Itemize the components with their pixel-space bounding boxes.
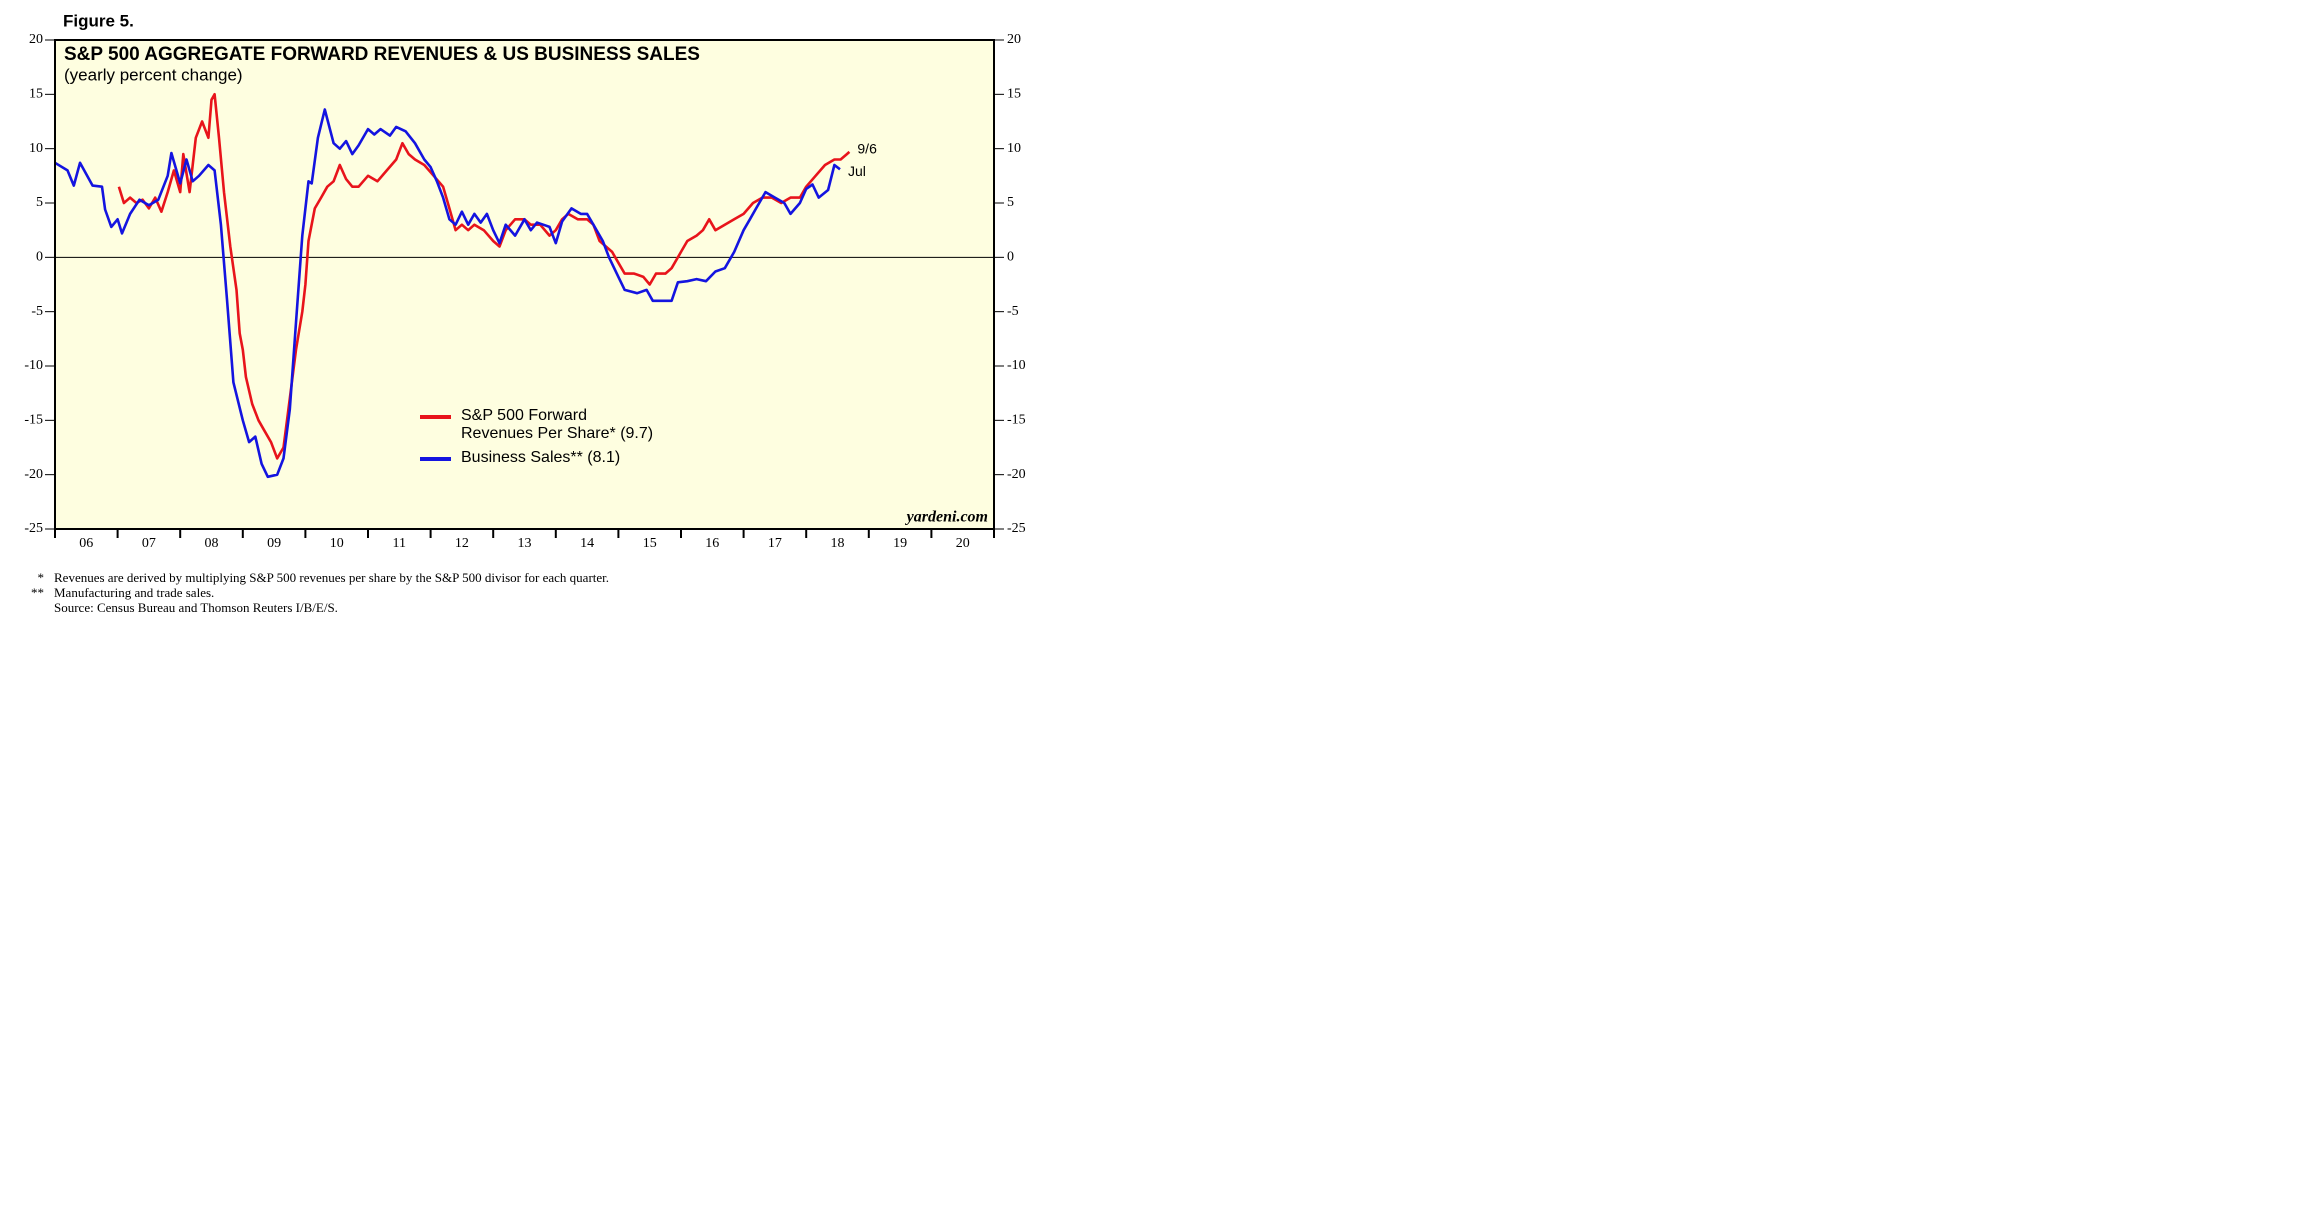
- y-tick-label: -20: [24, 467, 43, 482]
- footnote-text: Manufacturing and trade sales.: [54, 585, 214, 600]
- legend-label: Business Sales** (8.1): [461, 449, 621, 466]
- y-tick-label: 20: [29, 32, 43, 47]
- x-tick-label: 12: [455, 536, 469, 551]
- x-tick-label: 14: [580, 536, 594, 551]
- x-tick-label: 20: [956, 536, 970, 551]
- series-line: [54, 108, 841, 479]
- x-tick-label: 08: [205, 536, 219, 551]
- y-tick-label: -5: [31, 304, 43, 319]
- y-tick-label: -10: [24, 358, 43, 373]
- chart-title: S&P 500 AGGREGATE FORWARD REVENUES & US …: [64, 44, 700, 65]
- plot-frame: [54, 39, 995, 530]
- x-tick-label: 06: [79, 536, 93, 551]
- y2-tick-label: 5: [1007, 195, 1014, 210]
- x-tick-label: 07: [142, 536, 156, 551]
- y-tick-label: -15: [24, 413, 43, 428]
- y2-tick-label: 20: [1007, 32, 1021, 47]
- x-tick-label: 18: [831, 536, 845, 551]
- footnote-text: Revenues are derived by multiplying S&P …: [54, 570, 609, 585]
- y-tick-label: 15: [29, 87, 43, 102]
- y2-tick-label: -15: [1007, 413, 1026, 428]
- x-tick-label: 09: [267, 536, 281, 551]
- y-tick-label: 0: [36, 250, 43, 265]
- chart-subtitle: (yearly percent change): [64, 65, 243, 84]
- y-tick-label: 10: [29, 141, 43, 156]
- x-tick-label: 16: [705, 536, 719, 551]
- y2-tick-label: -20: [1007, 467, 1026, 482]
- legend-item: S&P 500 Forward Revenues Per Share* (9.7…: [461, 407, 654, 442]
- footnote-text: Source: Census Bureau and Thomson Reuter…: [54, 600, 338, 615]
- end-label: Jul: [848, 163, 866, 179]
- source-credit: yardeni.com: [905, 509, 988, 526]
- x-tick-label: 19: [893, 536, 907, 551]
- figure-label: Figure 5.: [63, 11, 134, 30]
- x-tick-label: 13: [518, 536, 532, 551]
- legend-label: S&P 500 Forward Revenues Per Share* (9.7…: [461, 407, 654, 442]
- plot-background: [55, 40, 994, 529]
- end-label: 9/6: [857, 141, 877, 157]
- x-tick-label: 10: [330, 536, 344, 551]
- legend-item: Business Sales** (8.1): [461, 449, 621, 466]
- y-tick-label: -25: [24, 521, 43, 536]
- y2-tick-label: 15: [1007, 87, 1021, 102]
- y2-tick-label: 10: [1007, 141, 1021, 156]
- y2-tick-label: -5: [1007, 304, 1019, 319]
- x-tick-label: 11: [393, 536, 406, 551]
- x-tick-label: 17: [768, 536, 782, 551]
- y-tick-label: 5: [36, 195, 43, 210]
- y2-tick-label: -10: [1007, 358, 1026, 373]
- x-tick-label: 15: [643, 536, 657, 551]
- series-line: [117, 93, 851, 460]
- footnote-mark: **: [31, 585, 44, 600]
- y2-tick-label: -25: [1007, 521, 1026, 536]
- footnote-mark: *: [38, 570, 45, 585]
- y2-tick-label: 0: [1007, 250, 1014, 265]
